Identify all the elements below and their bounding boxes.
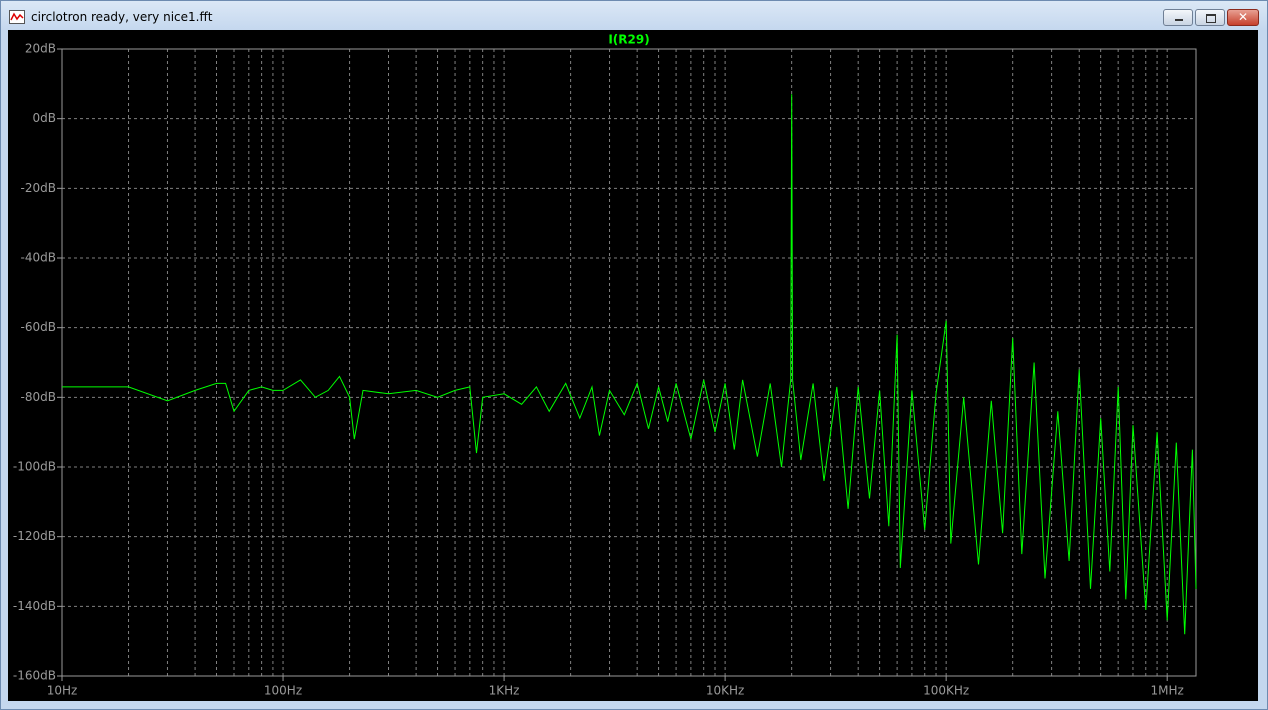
plot-background [8, 30, 1258, 701]
x-tick-label: 100Hz [264, 684, 302, 698]
app-icon [9, 10, 25, 24]
x-tick-label: 1KHz [489, 684, 520, 698]
x-tick-label: 10KHz [706, 684, 744, 698]
y-tick-label: -120dB [13, 529, 56, 543]
trace-label[interactable]: I(R29) [608, 33, 649, 47]
y-tick-label: 20dB [25, 42, 56, 56]
y-tick-label: -40dB [21, 251, 56, 265]
x-tick-label: 100KHz [923, 684, 969, 698]
window-title: circlotron ready, very nice1.fft [31, 10, 213, 24]
close-button[interactable]: ✕ [1227, 9, 1259, 26]
y-tick-label: 0dB [33, 111, 56, 125]
y-tick-label: -80dB [21, 390, 56, 404]
plot-frame [61, 48, 1197, 677]
x-tick-label: 1MHz [1151, 684, 1184, 698]
y-tick-label: -60dB [21, 320, 56, 334]
y-tick-label: -20dB [21, 181, 56, 195]
trace [62, 94, 1197, 635]
restore-button[interactable] [1195, 9, 1225, 26]
y-tick-label: -100dB [13, 460, 56, 474]
minimize-button[interactable] [1163, 9, 1193, 26]
title-bar: circlotron ready, very nice1.fft ✕ [1, 1, 1267, 31]
y-tick-label: -140dB [13, 599, 56, 613]
y-tick-label: -160dB [13, 669, 56, 683]
x-tick-label: 10Hz [47, 684, 78, 698]
